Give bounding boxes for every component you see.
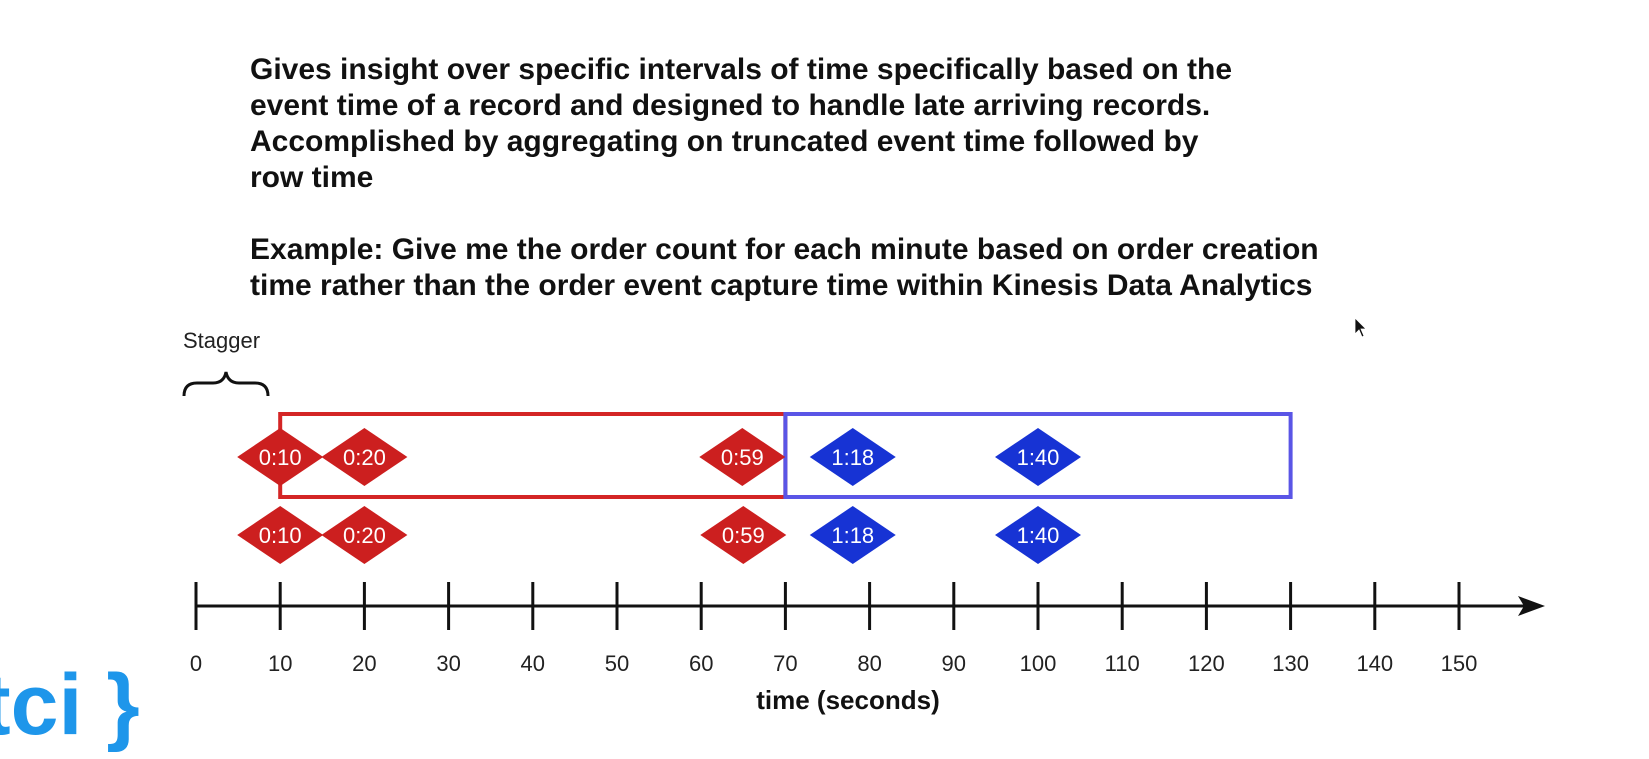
- stagger-brace: [182, 371, 270, 397]
- example-line-1: Example: Give me the order count for eac…: [250, 233, 1319, 266]
- example-line-2: time rather than the order event capture…: [250, 269, 1313, 302]
- axis-tick-label: 60: [689, 651, 713, 676]
- time-window-box: [783, 412, 1293, 499]
- description-line-4: row time: [250, 161, 374, 194]
- axis-tick-label: 100: [1020, 651, 1057, 676]
- event-label: 1:40: [1017, 445, 1060, 470]
- stagger-label: Stagger: [183, 328, 260, 353]
- axis-arrow-icon: [1518, 596, 1545, 616]
- axis-tick-label: 150: [1441, 651, 1478, 676]
- event-label: 1:40: [1017, 523, 1060, 548]
- event-marker: [995, 506, 1081, 564]
- axis-tick-label: 10: [268, 651, 292, 676]
- event-label: 0:59: [722, 523, 765, 548]
- event-marker: [321, 428, 408, 486]
- description-text: Gives insight over specific intervals of…: [250, 52, 1550, 304]
- axis-label: time (seconds): [756, 685, 940, 715]
- axis-tick-label: 80: [857, 651, 881, 676]
- event-marker: [237, 428, 324, 486]
- event-marker: [809, 506, 896, 564]
- cursor-icon: [1354, 317, 1367, 338]
- axis-tick-label: 140: [1356, 651, 1393, 676]
- event-marker: [237, 506, 324, 564]
- event-marker: [809, 428, 896, 486]
- axis-tick-label: 110: [1105, 651, 1140, 676]
- event-label: 0:10: [259, 523, 302, 548]
- event-label: 0:59: [721, 445, 764, 470]
- event-marker: [321, 506, 408, 564]
- event-label: 0:20: [343, 445, 386, 470]
- event-label: 0:20: [343, 523, 386, 548]
- axis-tick-label: 0: [190, 651, 202, 676]
- event-label: 0:10: [259, 445, 302, 470]
- axis-tick-label: 30: [436, 651, 460, 676]
- axis-tick-label: 130: [1272, 651, 1309, 676]
- description-line-2: event time of a record and designed to h…: [250, 89, 1211, 122]
- event-marker: [700, 506, 787, 564]
- description-line-1: Gives insight over specific intervals of…: [250, 53, 1233, 86]
- axis-tick-label: 50: [605, 651, 629, 676]
- event-label: 1:18: [831, 445, 874, 470]
- description-line-3: Accomplished by aggregating on truncated…: [250, 125, 1199, 158]
- axis-tick-label: 20: [352, 651, 376, 676]
- axis-tick-label: 120: [1188, 651, 1225, 676]
- axis-tick-label: 90: [942, 651, 966, 676]
- axis-tick-label: 40: [521, 651, 545, 676]
- axis-tick-label: 70: [773, 651, 797, 676]
- event-marker: [699, 428, 786, 486]
- event-marker: [995, 428, 1081, 486]
- logo: tci }: [0, 657, 140, 753]
- event-label: 1:18: [831, 523, 874, 548]
